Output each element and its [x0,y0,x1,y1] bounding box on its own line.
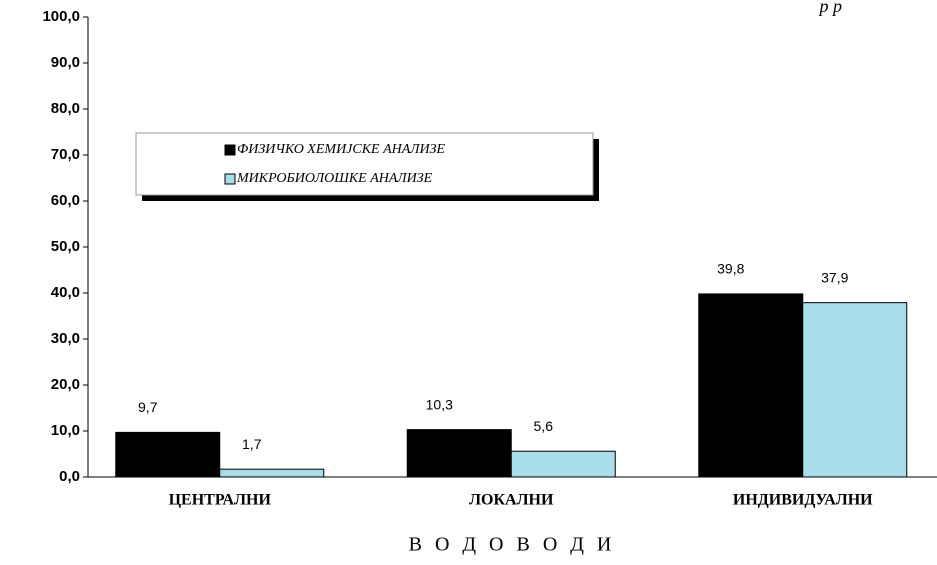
bar [698,293,804,478]
legend-label: ФИЗИЧКО ХЕМИЈСКЕ АНАЛИЗЕ [237,142,446,157]
y-tick-label: 50,0 [51,238,80,255]
y-tick-label: 40,0 [51,284,80,301]
value-label: 39,8 [717,261,744,277]
y-tick-label: 100,0 [42,8,80,25]
value-label: 9,7 [138,399,158,415]
legend-swatch [224,144,236,156]
x-tick-label: ИНДИВИДУАЛНИ [733,492,873,509]
bar [115,431,221,478]
y-tick-label: 60,0 [51,192,80,209]
y-tick-label: 10,0 [51,422,80,439]
x-tick-label: ЛОКАЛНИ [469,492,554,509]
y-tick-label: 70,0 [51,146,80,163]
y-tick-label: 30,0 [51,330,80,347]
legend-swatch [224,173,236,185]
chart-title: р р [818,0,843,16]
legend-box [135,132,594,196]
y-tick-label: 90,0 [51,54,80,71]
y-tick-label: 0,0 [59,468,80,485]
value-label: 37,9 [821,269,848,285]
value-label: 10,3 [426,396,453,412]
x-axis-title: В О Д О В О Д И [409,534,616,556]
bar [219,468,325,478]
legend-label: МИКРОБИОЛОШКЕ АНАЛИЗЕ [236,171,433,186]
y-tick-label: 20,0 [51,376,80,393]
y-tick-label: 80,0 [51,100,80,117]
value-label: 1,7 [242,436,262,452]
bar [406,429,512,478]
bar [510,450,616,478]
value-label: 5,6 [534,418,554,434]
bar [802,302,908,478]
x-tick-label: ЦЕНТРАЛНИ [169,492,272,509]
